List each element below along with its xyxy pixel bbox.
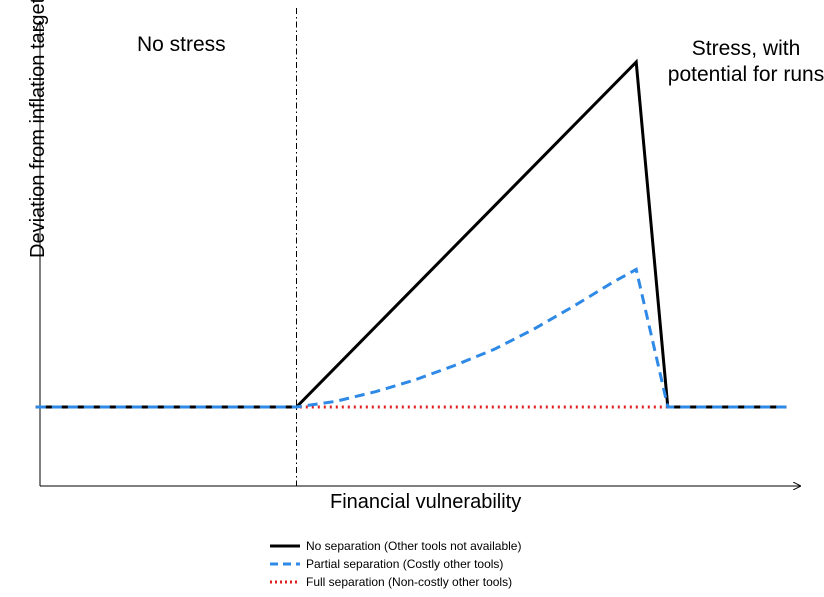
legend: No separation (Other tools not available… — [270, 537, 521, 591]
legend-label: Partial separation (Costly other tools) — [306, 557, 504, 571]
legend-swatch-dotted — [270, 580, 300, 584]
region-label-stress-line2: potential for runs — [667, 63, 824, 86]
legend-swatch-solid — [270, 544, 300, 548]
series-line-dashed — [35, 267, 787, 409]
legend-item: Partial separation (Costly other tools) — [270, 555, 521, 573]
legend-label: Full separation (Non-costly other tools) — [306, 575, 513, 589]
series-layer — [35, 58, 787, 409]
region-label-no-stress: No stress — [137, 33, 226, 56]
region-label-stress-line1: Stress, with — [691, 37, 801, 60]
series-line-solid — [35, 58, 787, 409]
region-label-stress: Stress, with potential for runs — [656, 36, 824, 88]
legend-label: No separation (Other tools not available… — [306, 539, 522, 553]
legend-item: No separation (Other tools not available… — [270, 537, 521, 555]
legend-swatch-dashed — [270, 562, 300, 566]
x-axis-label: Financial vulnerability — [330, 491, 522, 513]
y-axis-label: Deviation from inflation target — [27, 0, 49, 258]
legend-item: Full separation (Non-costly other tools) — [270, 573, 521, 591]
